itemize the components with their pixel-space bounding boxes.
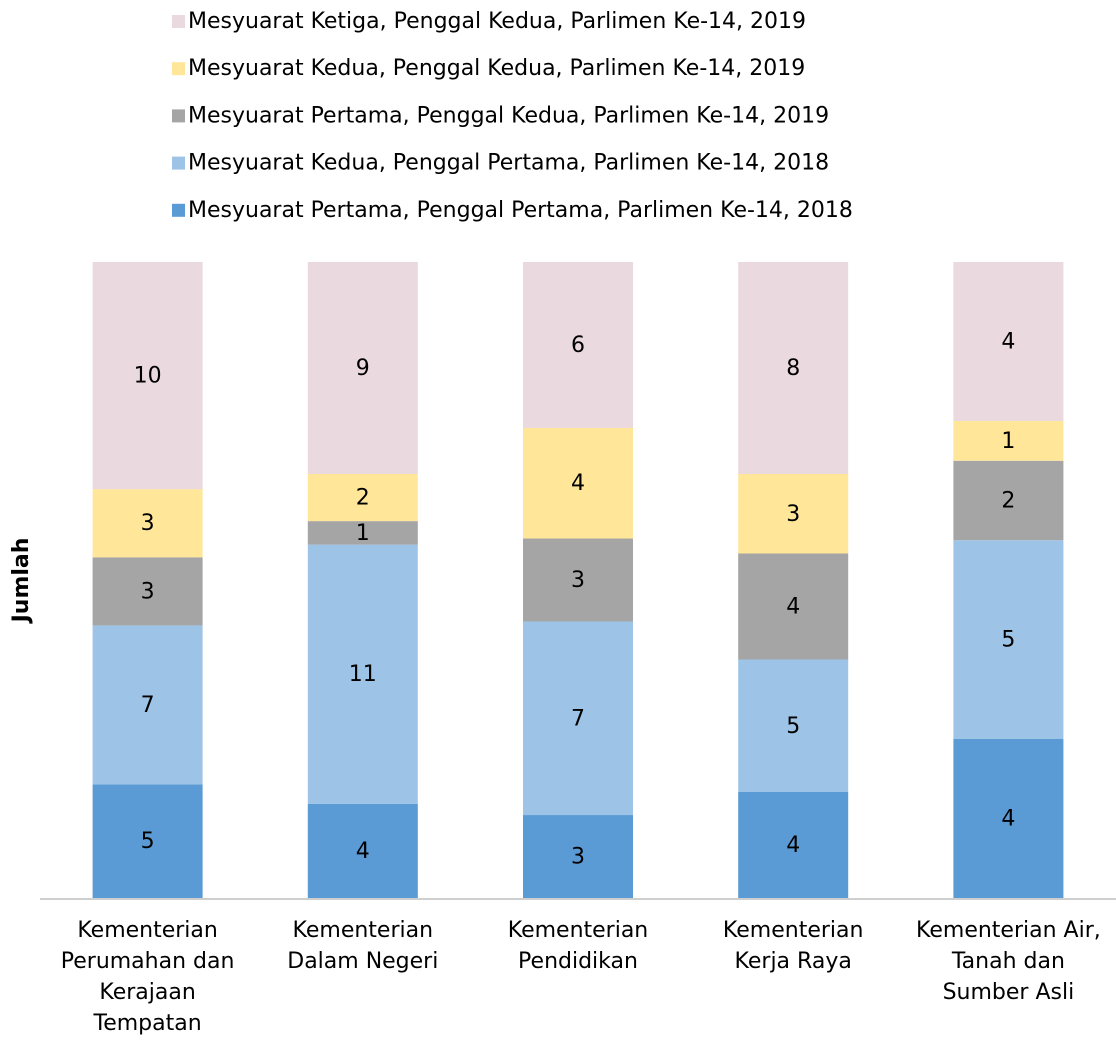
data-label: 9 <box>356 356 370 381</box>
data-label: 3 <box>571 845 585 870</box>
data-label: 8 <box>786 356 800 381</box>
data-label: 7 <box>571 706 585 731</box>
data-label: 2 <box>356 486 370 511</box>
legend-swatch <box>172 203 185 217</box>
legend-swatch <box>172 109 185 123</box>
data-label: 1 <box>356 521 370 546</box>
bar-segment <box>738 792 849 898</box>
data-label: 11 <box>349 662 377 687</box>
data-label: 2 <box>1001 489 1015 514</box>
bar-segment <box>523 538 633 622</box>
bar-segment <box>738 659 849 792</box>
bar-segment <box>307 262 418 474</box>
bar-segment <box>953 262 1064 421</box>
bar-segment <box>92 557 203 626</box>
bar-segment <box>307 803 418 898</box>
data-label: 3 <box>141 511 155 536</box>
data-label: 4 <box>571 471 585 496</box>
bar-segment <box>523 262 633 428</box>
bar-segment <box>307 521 418 545</box>
bar-segment <box>738 553 849 660</box>
bar-segment <box>523 621 633 816</box>
data-label: 3 <box>571 568 585 593</box>
data-label: 3 <box>786 502 800 527</box>
legend-swatch <box>172 62 185 76</box>
data-label: 5 <box>141 829 155 854</box>
data-label: 10 <box>134 364 162 389</box>
bar-segment <box>953 739 1064 898</box>
bar-segment <box>523 815 633 898</box>
bar-segment <box>953 540 1064 739</box>
data-label: 4 <box>1001 330 1015 355</box>
bar-segment <box>307 474 418 522</box>
x-tick-label: Kementerian Perumahan dan Kerajaan Tempa… <box>60 918 235 1036</box>
x-tick-label: Kementerian Air, Tanah dan Sumber Asli <box>916 918 1101 1005</box>
data-label: 6 <box>571 333 585 358</box>
data-label: 4 <box>786 595 800 620</box>
bar-segment <box>92 489 203 558</box>
data-label: 5 <box>1001 628 1015 653</box>
x-tick-label: Kementerian Dalam Negeri <box>287 918 439 974</box>
bar-segment <box>523 427 633 539</box>
data-label: 7 <box>141 693 155 718</box>
bar-segment <box>738 262 849 474</box>
data-label: 5 <box>786 714 800 739</box>
x-tick-label: Kementerian Kerja Raya <box>722 918 864 974</box>
legend-label: Mesyuarat Kedua, Penggal Kedua, Parlimen… <box>188 56 805 81</box>
data-label: 4 <box>786 833 800 858</box>
bar-segment <box>953 421 1064 461</box>
bar-segment <box>92 625 203 785</box>
legend-label: Mesyuarat Ketiga, Penggal Kedua, Parlime… <box>188 9 806 34</box>
bar-segment <box>92 262 203 490</box>
bar-segment <box>307 544 418 804</box>
legend-label: Mesyuarat Kedua, Penggal Pertama, Parlim… <box>188 151 829 176</box>
bar-segment <box>738 474 849 554</box>
data-label: 4 <box>356 839 370 864</box>
legend-swatch <box>172 156 185 170</box>
bar-segment <box>953 460 1064 541</box>
bar-segment <box>92 784 203 898</box>
legend-swatch <box>172 15 185 28</box>
legend-label: Mesyuarat Pertama, Penggal Pertama, Parl… <box>188 198 853 223</box>
data-label: 3 <box>141 579 155 604</box>
x-tick-label: Kementerian Pendidikan <box>507 918 649 974</box>
y-axis-label: Jumlah <box>9 538 34 625</box>
data-label: 1 <box>1001 429 1015 454</box>
legend-label: Mesyuarat Pertama, Penggal Kedua, Parlim… <box>188 103 829 128</box>
data-label: 4 <box>1001 807 1015 832</box>
